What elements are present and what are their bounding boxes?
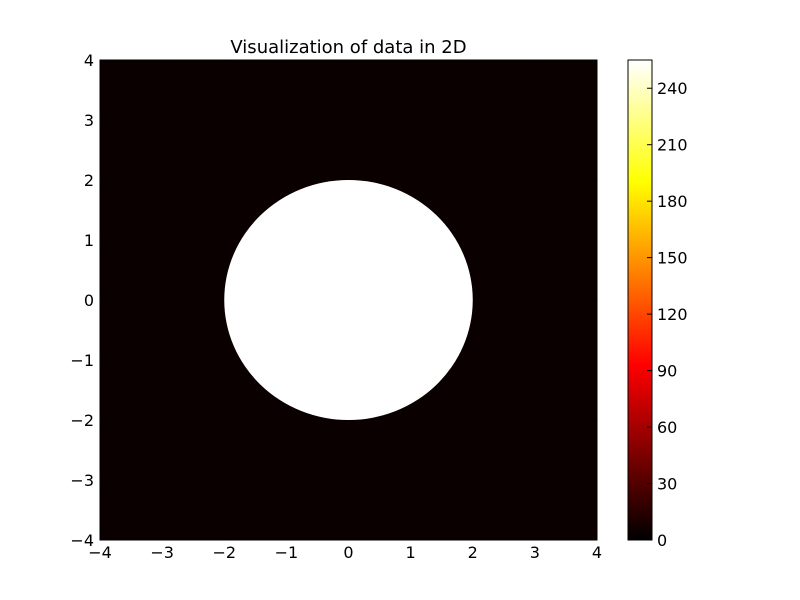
x-tick-label: 3 (530, 543, 540, 562)
y-tick-label: 3 (84, 111, 94, 130)
x-tick-label: 1 (406, 543, 416, 562)
y-tick-label: −4 (70, 531, 94, 550)
colorbar-axis: 0 30 60 90 120 150 180 210 240 (647, 79, 688, 550)
colorbar-tick-label: 30 (657, 475, 677, 494)
plot-area (100, 60, 597, 540)
colorbar-tick-label: 150 (657, 249, 688, 268)
colorbar-tick-label: 120 (657, 305, 688, 324)
y-tick-label: −1 (70, 351, 94, 370)
x-tick-label: −2 (212, 543, 236, 562)
x-tick-label: −3 (150, 543, 174, 562)
x-tick-label: −1 (275, 543, 299, 562)
colorbar-tick-label: 60 (657, 418, 677, 437)
colorbar-tick-label: 90 (657, 362, 677, 381)
x-tick-label: 0 (343, 543, 353, 562)
colorbar-tick-label: 0 (657, 531, 667, 550)
y-tick-label: 1 (84, 231, 94, 250)
colorbar (627, 59, 653, 541)
heatmap-disk (224, 180, 473, 420)
y-axis: −4 −3 −2 −1 0 1 2 3 4 (70, 51, 597, 550)
colorbar-tick-label: 210 (657, 136, 688, 155)
y-tick-label: −2 (70, 411, 94, 430)
x-axis: −4 −3 −2 −1 0 1 2 3 4 (88, 60, 602, 562)
x-tick-label: 4 (592, 543, 602, 562)
y-tick-label: −3 (70, 471, 94, 490)
y-tick-label: 0 (84, 291, 94, 310)
colorbar-tick-label: 240 (657, 79, 688, 98)
colorbar-tick-label: 180 (657, 192, 688, 211)
y-tick-label: 2 (84, 171, 94, 190)
chart-title: Visualization of data in 2D (230, 37, 466, 58)
x-tick-label: 2 (468, 543, 478, 562)
y-tick-label: 4 (84, 51, 94, 70)
x-tick-label: −4 (88, 543, 112, 562)
